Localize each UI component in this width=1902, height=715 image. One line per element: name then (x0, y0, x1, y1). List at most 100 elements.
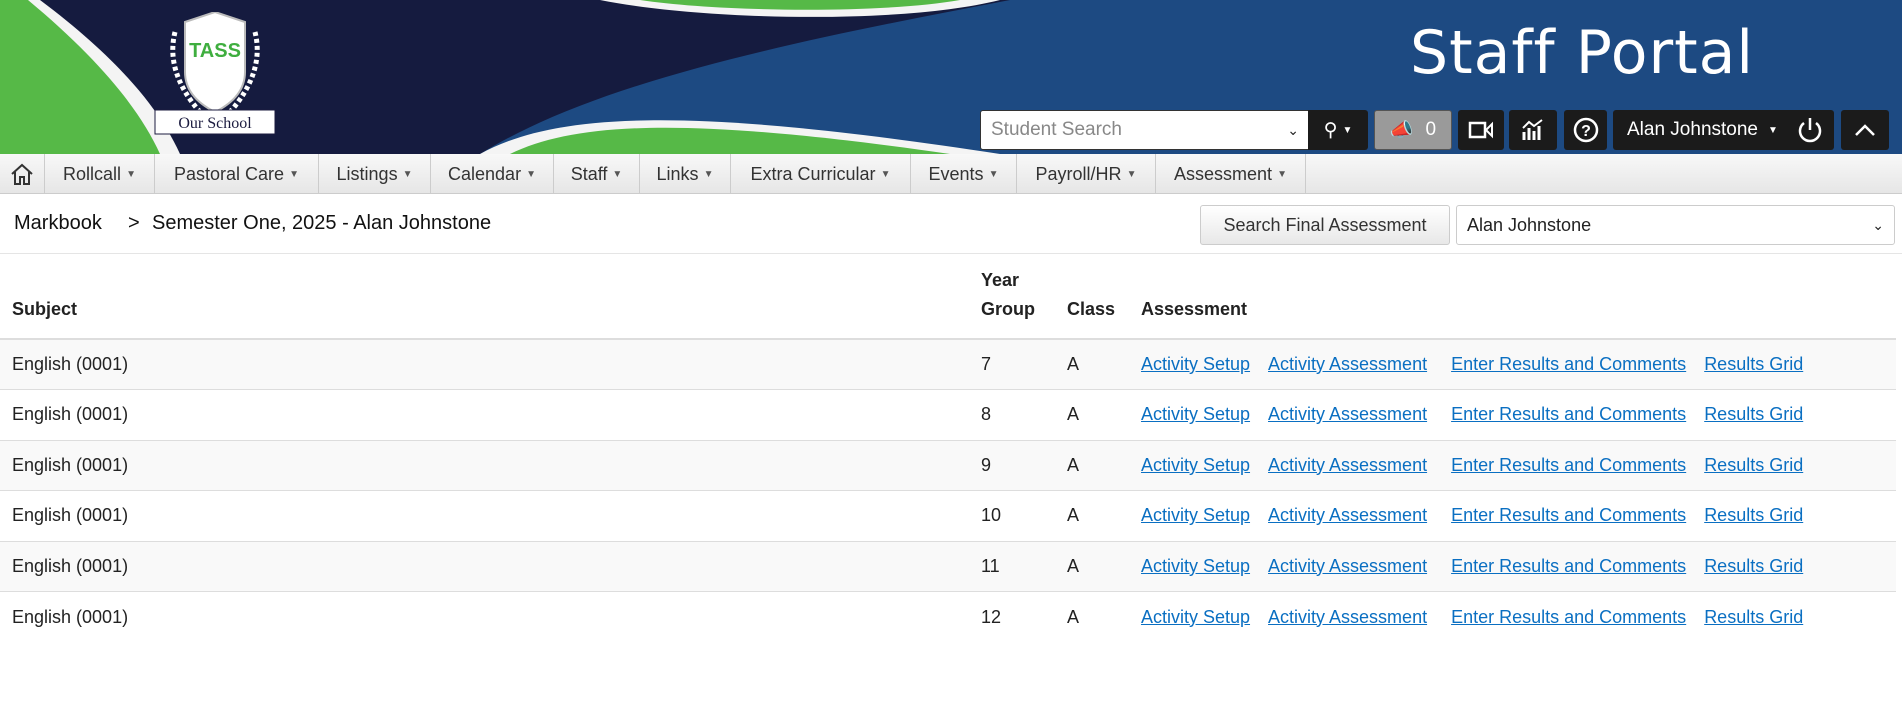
nav-staff[interactable]: Staff ▼ (554, 154, 640, 194)
activity-setup-link[interactable]: Activity Setup (1140, 505, 1251, 526)
cell-subject: English (0001) (0, 338, 969, 390)
svg-text:TASS: TASS (189, 40, 241, 62)
breadcrumb-separator: > (128, 212, 140, 234)
activity-setup-link[interactable]: Activity Setup (1140, 606, 1251, 627)
cell-class: A (1054, 389, 1129, 440)
student-search-input[interactable]: Student Search ⌄ (980, 110, 1310, 150)
cell-year-group: 7 (969, 338, 1055, 390)
cell-class: A (1054, 591, 1129, 642)
cell-subject: English (0001) (0, 591, 969, 642)
results-grid-link[interactable]: Results Grid (1704, 606, 1804, 627)
activity-setup-link[interactable]: Activity Setup (1140, 404, 1251, 425)
nav-assessment[interactable]: Assessment ▼ (1156, 154, 1306, 194)
nav-label: Staff (570, 163, 608, 184)
results-grid-link[interactable]: Results Grid (1704, 454, 1804, 475)
table-row: English (0001) 12 A Activity Setup Activi… (0, 591, 1896, 642)
cell-subject: English (0001) (0, 540, 969, 592)
header-banner: TASS Our School Staff Portal (0, 0, 1902, 154)
nav-pastoral-care[interactable]: Pastoral Care ▼ (155, 154, 319, 194)
nav-label: Events (928, 163, 984, 184)
activity-setup-link[interactable]: Activity Setup (1140, 454, 1251, 475)
header-year-group: Year Group (969, 266, 1055, 340)
collapse-header-button[interactable] (1841, 110, 1889, 150)
portal-title: Staff Portal (1410, 18, 1755, 88)
activity-assessment-link[interactable]: Activity Assessment (1268, 454, 1428, 475)
enter-results-link[interactable]: Enter Results and Comments (1451, 454, 1687, 475)
nav-label: Rollcall (63, 163, 122, 184)
table-row: English (0001) 9 A Activity Setup Activit… (0, 439, 1896, 491)
results-grid-link[interactable]: Results Grid (1704, 555, 1804, 576)
enter-results-link[interactable]: Enter Results and Comments (1451, 555, 1687, 576)
user-menu-button[interactable]: Alan Johnstone ▼ (1613, 110, 1834, 150)
breadcrumb-current: Semester One, 2025 - Alan Johnstone (152, 212, 492, 234)
nav-label: Assessment (1174, 163, 1273, 184)
results-grid-link[interactable]: Results Grid (1704, 505, 1804, 526)
activity-setup-link[interactable]: Activity Setup (1140, 555, 1251, 576)
activity-assessment-link[interactable]: Activity Assessment (1268, 555, 1428, 576)
enter-results-link[interactable]: Enter Results and Comments (1451, 505, 1687, 526)
nav-rollcall[interactable]: Rollcall ▼ (45, 154, 155, 194)
nav-extra-curricular[interactable]: Extra Curricular ▼ (731, 154, 911, 194)
cell-subject: English (0001) (0, 389, 969, 440)
staff-select-value: Alan Johnstone (1467, 214, 1592, 235)
nav-label: Listings (336, 163, 398, 184)
cell-assessment-links: Activity Setup Activity Assessment Enter R… (1128, 540, 1896, 592)
analytics-button[interactable] (1509, 110, 1557, 150)
activity-assessment-link[interactable]: Activity Assessment (1268, 606, 1428, 627)
activity-assessment-link[interactable]: Activity Assessment (1268, 404, 1428, 425)
table-row: English (0001) 11 A Activity Setup Activi… (0, 540, 1896, 592)
header-assessment: Assessment (1128, 266, 1896, 340)
activity-assessment-link[interactable]: Activity Assessment (1268, 505, 1428, 526)
cell-subject: English (0001) (0, 490, 969, 541)
table-row: English (0001) 7 A Activity Setup Activit… (0, 338, 1896, 390)
chevron-down-icon: ⌄ (1872, 216, 1884, 233)
main-nav: Rollcall ▼ Pastoral Care ▼ Listings ▼ Calen… (0, 154, 1902, 194)
student-search-placeholder: Student Search (991, 119, 1122, 140)
nav-payroll-hr[interactable]: Payroll/HR ▼ (1017, 154, 1156, 194)
staff-select[interactable]: Alan Johnstone ⌄ (1456, 205, 1895, 245)
nav-label: Payroll/HR (1035, 163, 1122, 184)
cell-assessment-links: Activity Setup Activity Assessment Enter R… (1128, 439, 1896, 491)
breadcrumb-root[interactable]: Markbook (14, 212, 102, 234)
chevron-down-icon: ⌄ (1287, 121, 1299, 138)
nav-events[interactable]: Events ▼ (911, 154, 1017, 194)
school-logo: TASS Our School (154, 12, 276, 135)
nav-home[interactable] (0, 154, 45, 194)
cell-class: A (1054, 490, 1129, 541)
user-name: Alan Johnstone (1627, 119, 1758, 140)
markbook-table: Subject Year Group Class Assessment Engl… (0, 266, 1896, 642)
cell-subject: English (0001) (0, 439, 969, 491)
results-grid-link[interactable]: Results Grid (1704, 404, 1804, 425)
chart-icon (1522, 119, 1543, 140)
power-icon[interactable] (1796, 116, 1824, 144)
search-icon: ⚲ (1323, 119, 1338, 141)
help-icon: ? (1573, 117, 1598, 143)
activity-assessment-link[interactable]: Activity Assessment (1268, 354, 1428, 374)
cell-class: A (1054, 338, 1129, 390)
notifications-button[interactable]: 📣 0 (1374, 110, 1452, 150)
breadcrumb: Markbook > Semester One, 2025 - Alan Joh… (0, 194, 1902, 254)
video-button[interactable] (1458, 110, 1504, 150)
table-row: English (0001) 10 A Activity Setup Activi… (0, 490, 1896, 541)
cell-year-group: 8 (969, 389, 1055, 440)
enter-results-link[interactable]: Enter Results and Comments (1451, 606, 1687, 627)
search-final-assessment-button[interactable]: Search Final Assessment (1200, 205, 1450, 245)
search-button[interactable]: ⚲ ▼ (1308, 110, 1368, 150)
table-row: English (0001) 8 A Activity Setup Activit… (0, 389, 1896, 440)
cell-assessment-links: Activity Setup Activity Assessment Enter R… (1128, 490, 1896, 541)
megaphone-icon: 📣 (1389, 120, 1414, 141)
results-grid-link[interactable]: Results Grid (1704, 354, 1804, 374)
nav-links[interactable]: Links ▼ (640, 154, 731, 194)
enter-results-link[interactable]: Enter Results and Comments (1451, 404, 1687, 425)
nav-listings[interactable]: Listings ▼ (319, 154, 431, 194)
nav-label: Calendar (448, 163, 522, 184)
nav-label: Links (656, 163, 699, 184)
help-button[interactable]: ? (1564, 110, 1607, 150)
activity-setup-link[interactable]: Activity Setup (1140, 354, 1251, 374)
nav-label: Extra Curricular (750, 163, 876, 184)
cell-year-group: 11 (969, 540, 1055, 592)
enter-results-link[interactable]: Enter Results and Comments (1451, 354, 1687, 374)
nav-calendar[interactable]: Calendar ▼ (431, 154, 554, 194)
cell-assessment-links: Activity Setup Activity Assessment Enter R… (1128, 338, 1896, 390)
home-icon (11, 163, 33, 185)
